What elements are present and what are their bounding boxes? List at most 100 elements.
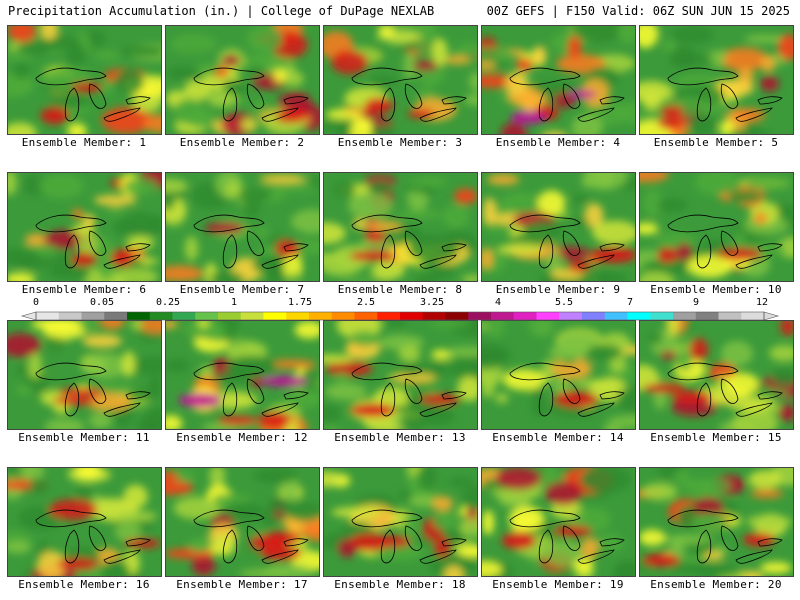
- precip-blob: [191, 555, 216, 576]
- precip-blob: [404, 363, 420, 376]
- colorbar-tick-label: 0.05: [89, 297, 115, 308]
- precip-blob: [741, 571, 763, 576]
- precip-blob: [234, 187, 273, 202]
- precip-blob: [612, 562, 635, 576]
- precip-blob: [769, 345, 793, 362]
- precip-blob: [657, 198, 688, 213]
- precip-core: [407, 109, 434, 119]
- precip-core: [52, 396, 97, 406]
- precip-blob: [572, 194, 590, 204]
- lake-outline: [735, 549, 773, 564]
- lake-outline: [193, 214, 265, 233]
- precip-blob: [469, 71, 477, 91]
- precip-blob: [719, 120, 735, 134]
- lake-outline: [246, 83, 265, 109]
- model-valid-time: 00Z GEFS | F150 Valid: 06Z SUN JUN 15 20…: [486, 4, 790, 18]
- precip-blob: [429, 554, 477, 576]
- lake-outline: [351, 67, 423, 86]
- precip-blob: [640, 222, 659, 235]
- precip-blob: [691, 512, 728, 533]
- lake-outline: [125, 243, 151, 252]
- colorbar-segment: [604, 312, 628, 320]
- lake-outline: [577, 107, 615, 122]
- precip-blob: [558, 333, 599, 350]
- lake-outline: [193, 362, 265, 381]
- colorbar-segment: [149, 312, 173, 320]
- ensemble-member-label: Ensemble Member: 4: [495, 136, 621, 149]
- precip-blob: [746, 515, 792, 528]
- precip-blob: [377, 124, 395, 134]
- precip-blob: [123, 177, 159, 196]
- precip-blob: [273, 69, 286, 83]
- precip-core: [40, 107, 70, 125]
- precip-blob: [267, 497, 291, 513]
- precip-blob: [610, 415, 635, 426]
- precip-blob: [641, 483, 678, 501]
- precip-core: [375, 535, 411, 548]
- lake-outline: [246, 525, 265, 551]
- lake-outline: [351, 214, 423, 233]
- precip-core: [364, 232, 388, 243]
- ensemble-map-panel: [7, 25, 162, 135]
- precip-blob: [97, 251, 115, 279]
- precip-blob: [715, 79, 754, 97]
- colorbar-segment: [240, 312, 264, 320]
- lake-outline: [599, 538, 625, 547]
- precip-blob: [225, 502, 263, 520]
- precip-blob: [8, 173, 17, 196]
- precip-blob: [483, 197, 496, 225]
- precip-blob: [89, 412, 112, 429]
- ensemble-map-panel: [7, 467, 162, 577]
- precip-blob: [82, 334, 122, 348]
- precip-blob: [334, 372, 349, 384]
- lake-outline: [222, 529, 238, 564]
- precip-blob: [694, 173, 739, 196]
- ensemble-map-panel: [639, 467, 794, 577]
- precip-blob: [325, 361, 373, 377]
- precip-map: [482, 468, 635, 576]
- precip-blob: [352, 219, 367, 230]
- precip-blob: [571, 26, 623, 43]
- precip-blob: [120, 45, 161, 57]
- precip-blob: [39, 66, 91, 88]
- ensemble-map-panel: [323, 25, 478, 135]
- precip-blob: [282, 71, 304, 87]
- precip-blob: [286, 502, 319, 522]
- precip-blob: [15, 384, 33, 396]
- lake-outline: [64, 234, 80, 269]
- lake-outline: [222, 234, 238, 269]
- precip-blob: [580, 468, 632, 493]
- lake-outline: [667, 362, 739, 381]
- lake-outline: [509, 509, 581, 528]
- colorbar: [20, 311, 780, 321]
- precip-map: [640, 468, 793, 576]
- precip-blob: [497, 243, 545, 255]
- lake-outline: [667, 509, 739, 528]
- precip-blob: [166, 415, 183, 429]
- precip-map: [8, 321, 161, 429]
- precip-blob: [567, 36, 582, 59]
- precip-blob: [430, 361, 448, 379]
- precip-blob: [537, 190, 566, 215]
- precip-blob: [482, 510, 495, 535]
- lake-outline: [246, 378, 265, 404]
- precip-blob: [443, 565, 464, 576]
- precip-blob: [38, 173, 84, 199]
- precip-blob: [48, 94, 90, 109]
- precip-blob: [680, 478, 731, 494]
- precip-blob: [29, 478, 49, 495]
- precip-blob: [369, 75, 398, 86]
- lake-outline: [64, 529, 80, 564]
- colorbar-tick-label: 2.5: [356, 297, 376, 308]
- precip-blob: [283, 252, 303, 281]
- precip-blob: [581, 174, 599, 189]
- precip-blob: [402, 514, 417, 541]
- precip-blob: [495, 468, 542, 490]
- precip-blob: [249, 65, 264, 78]
- ensemble-member-label: Ensemble Member: 18: [334, 578, 466, 591]
- precip-blob: [80, 321, 97, 334]
- precip-blob: [581, 537, 599, 560]
- precip-blob: [505, 72, 527, 95]
- precip-map: [166, 468, 319, 576]
- precip-map: [482, 26, 635, 134]
